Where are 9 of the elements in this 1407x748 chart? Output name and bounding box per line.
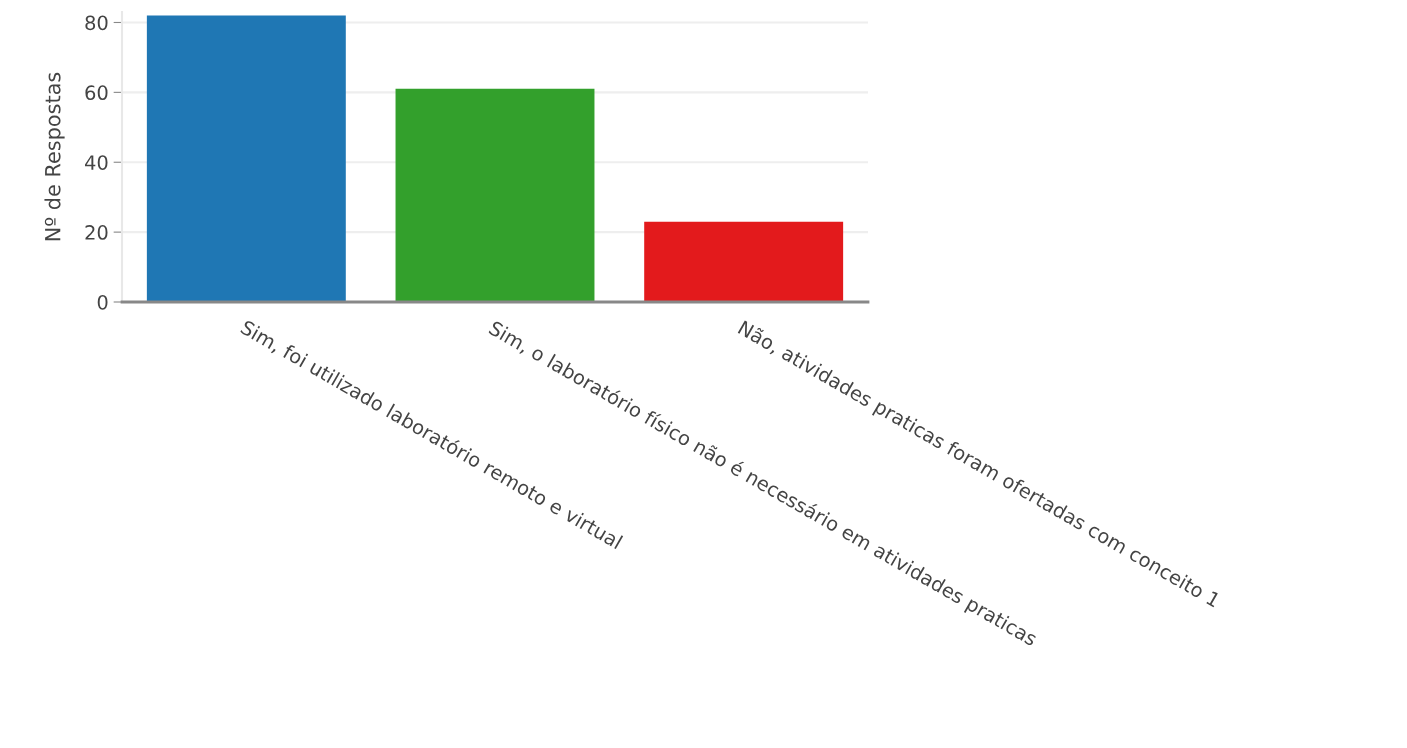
y-axis-title: Nº de Respostas — [44, 72, 65, 241]
bar — [146, 15, 346, 302]
y-tick-label: 20 — [85, 225, 108, 240]
y-tick-label: 0 — [97, 294, 108, 310]
bar — [644, 221, 844, 302]
y-tick-label: 40 — [85, 155, 108, 170]
y-tick-label: 60 — [85, 85, 108, 101]
bar — [395, 88, 595, 302]
y-tick-label: 80 — [85, 15, 108, 31]
